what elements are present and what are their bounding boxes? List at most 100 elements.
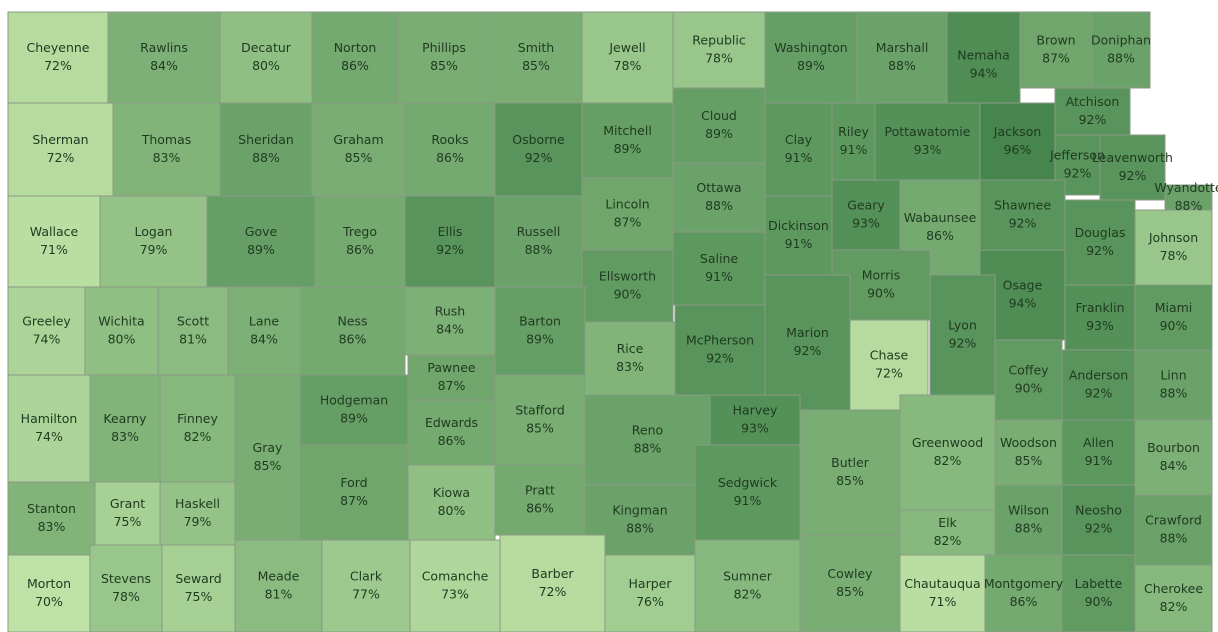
counties bbox=[7, 11, 1213, 632]
county-value: 78% bbox=[614, 58, 642, 73]
county-name: Morton bbox=[27, 576, 71, 591]
county-value: 85% bbox=[345, 150, 373, 165]
county bbox=[7, 102, 114, 197]
county bbox=[7, 286, 86, 376]
county-name: Grant bbox=[110, 496, 145, 511]
county-value: 79% bbox=[140, 242, 168, 257]
county-name: Gove bbox=[245, 224, 278, 239]
county-name: Republic bbox=[692, 33, 746, 48]
county-name: Clark bbox=[350, 569, 383, 584]
county-value: 78% bbox=[705, 51, 733, 66]
county-value: 83% bbox=[616, 359, 644, 374]
county-value: 85% bbox=[430, 58, 458, 73]
county-name: Allen bbox=[1083, 435, 1114, 450]
county-value: 92% bbox=[1085, 386, 1113, 401]
county-value: 82% bbox=[934, 533, 962, 548]
county-name: Pawnee bbox=[427, 360, 475, 375]
county-name: Lincoln bbox=[605, 197, 649, 212]
county bbox=[856, 11, 948, 104]
county-value: 89% bbox=[247, 242, 275, 257]
county bbox=[311, 102, 406, 197]
county bbox=[929, 274, 996, 396]
county-value: 90% bbox=[1160, 318, 1188, 333]
county-name: Linn bbox=[1160, 368, 1186, 383]
county-name: Montgomery bbox=[984, 576, 1064, 591]
county-name: Bourbon bbox=[1147, 440, 1200, 455]
county bbox=[7, 554, 91, 632]
county-name: Jewell bbox=[608, 40, 645, 55]
county bbox=[799, 534, 901, 632]
county-name: Cherokee bbox=[1144, 581, 1203, 596]
county-value: 92% bbox=[436, 242, 464, 257]
county-value: 93% bbox=[914, 142, 942, 157]
county-value: 88% bbox=[626, 521, 654, 536]
county-name: Wyandotte bbox=[1154, 180, 1218, 195]
county bbox=[1134, 284, 1213, 351]
county-value: 92% bbox=[794, 343, 822, 358]
county bbox=[206, 195, 316, 288]
county-name: Marshall bbox=[876, 40, 929, 55]
county-name: Haskell bbox=[175, 496, 220, 511]
county bbox=[672, 162, 766, 233]
county-value: 85% bbox=[526, 421, 554, 436]
county-name: Rush bbox=[435, 304, 465, 319]
county bbox=[979, 102, 1056, 181]
county-value: 75% bbox=[114, 514, 142, 529]
county-value: 88% bbox=[888, 58, 916, 73]
county-value: 92% bbox=[1086, 243, 1114, 258]
county-value: 72% bbox=[539, 584, 567, 599]
county-value: 90% bbox=[867, 286, 895, 301]
county bbox=[494, 102, 583, 197]
county-value: 96% bbox=[1004, 142, 1032, 157]
county-name: Ford bbox=[340, 475, 367, 490]
county-value: 83% bbox=[153, 150, 181, 165]
county-name: Wichita bbox=[98, 314, 144, 329]
county bbox=[404, 102, 496, 197]
county bbox=[672, 231, 766, 306]
county-name: Scott bbox=[177, 314, 209, 329]
county-name: Butler bbox=[831, 455, 870, 470]
county-value: 81% bbox=[179, 332, 207, 347]
county-name: Sheridan bbox=[238, 132, 294, 147]
county-value: 89% bbox=[705, 126, 733, 141]
county-value: 82% bbox=[734, 587, 762, 602]
county-value: 80% bbox=[438, 503, 466, 518]
county-name: Smith bbox=[518, 40, 554, 55]
county-value: 91% bbox=[785, 236, 813, 251]
county-value: 89% bbox=[340, 411, 368, 426]
county-value: 85% bbox=[1015, 453, 1043, 468]
county-name: Kingman bbox=[612, 503, 667, 518]
county bbox=[764, 102, 833, 197]
county-name: Rice bbox=[617, 341, 644, 356]
county-name: Rooks bbox=[431, 132, 468, 147]
county-name: Reno bbox=[632, 423, 663, 438]
county-name: Wilson bbox=[1008, 503, 1049, 518]
county-value: 85% bbox=[836, 473, 864, 488]
county bbox=[672, 87, 766, 164]
county bbox=[494, 374, 586, 466]
county-value: 87% bbox=[1042, 51, 1070, 66]
county bbox=[499, 534, 606, 632]
county-name: Wallace bbox=[30, 224, 79, 239]
county-name: Trego bbox=[342, 224, 377, 239]
county-name: Woodson bbox=[1000, 435, 1057, 450]
county bbox=[1064, 284, 1136, 351]
county bbox=[694, 444, 801, 541]
county bbox=[1134, 349, 1213, 421]
county-value: 92% bbox=[525, 150, 553, 165]
county bbox=[161, 544, 236, 632]
county-name: Cowley bbox=[827, 566, 873, 581]
county-value: 91% bbox=[705, 269, 733, 284]
county-name: Chautauqua bbox=[904, 576, 980, 591]
county bbox=[1054, 87, 1131, 136]
county-value: 82% bbox=[184, 429, 212, 444]
county-name: Cloud bbox=[701, 108, 737, 123]
county-name: Thomas bbox=[141, 132, 192, 147]
county-name: Coffey bbox=[1008, 363, 1049, 378]
county-name: Hamilton bbox=[21, 411, 78, 426]
county-value: 89% bbox=[797, 58, 825, 73]
county-value: 90% bbox=[1015, 381, 1043, 396]
county-value: 92% bbox=[1009, 216, 1037, 231]
county-value: 87% bbox=[614, 215, 642, 230]
county bbox=[234, 374, 301, 541]
